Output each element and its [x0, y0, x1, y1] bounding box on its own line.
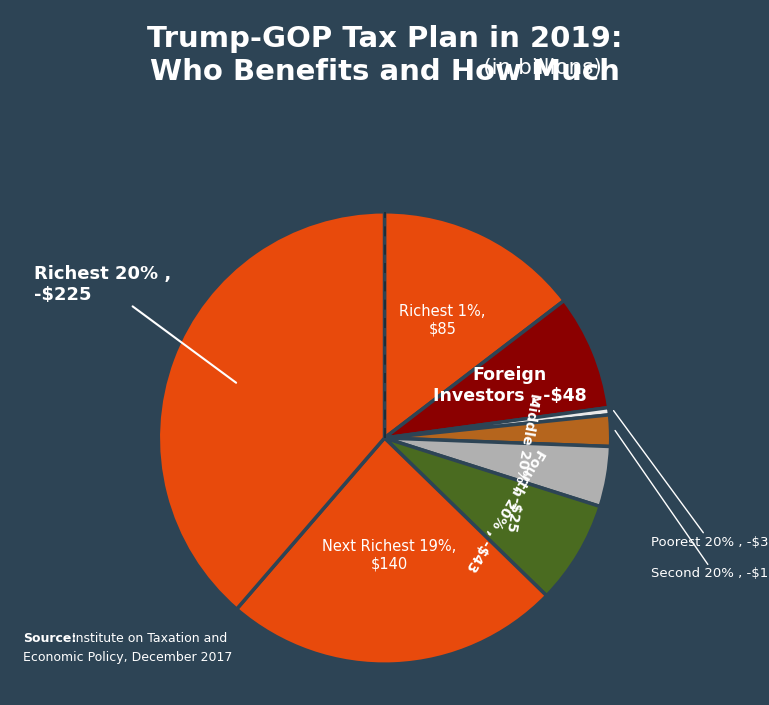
Wedge shape [384, 407, 610, 438]
Wedge shape [384, 300, 608, 438]
Text: Foreign
Investors , -$48: Foreign Investors , -$48 [433, 367, 587, 405]
Text: Fourth 20% , -$43: Fourth 20% , -$43 [463, 446, 547, 574]
Text: Richest 20% ,
-$225: Richest 20% , -$225 [34, 265, 236, 383]
Text: Institute on Taxation and: Institute on Taxation and [68, 632, 227, 645]
Text: Source:: Source: [23, 632, 76, 645]
Text: Economic Policy, December 2017: Economic Policy, December 2017 [23, 651, 232, 664]
Text: Who Benefits and How Much: Who Benefits and How Much [149, 58, 620, 86]
Text: (in billions): (in billions) [167, 58, 602, 78]
Wedge shape [384, 438, 600, 596]
Text: Middle 20% , -$25: Middle 20% , -$25 [504, 392, 541, 532]
Wedge shape [384, 212, 564, 438]
Text: Poorest 20% , -$3: Poorest 20% , -$3 [614, 410, 769, 548]
Text: Second 20% , -$13: Second 20% , -$13 [615, 431, 769, 580]
Wedge shape [237, 438, 547, 664]
Text: Richest 1%,
$85: Richest 1%, $85 [399, 304, 486, 336]
Wedge shape [384, 438, 611, 506]
Wedge shape [384, 415, 611, 446]
Text: Next Richest 19%,
$140: Next Richest 19%, $140 [322, 539, 457, 572]
Text: Trump-GOP Tax Plan in 2019:: Trump-GOP Tax Plan in 2019: [147, 25, 622, 53]
Wedge shape [158, 212, 384, 609]
